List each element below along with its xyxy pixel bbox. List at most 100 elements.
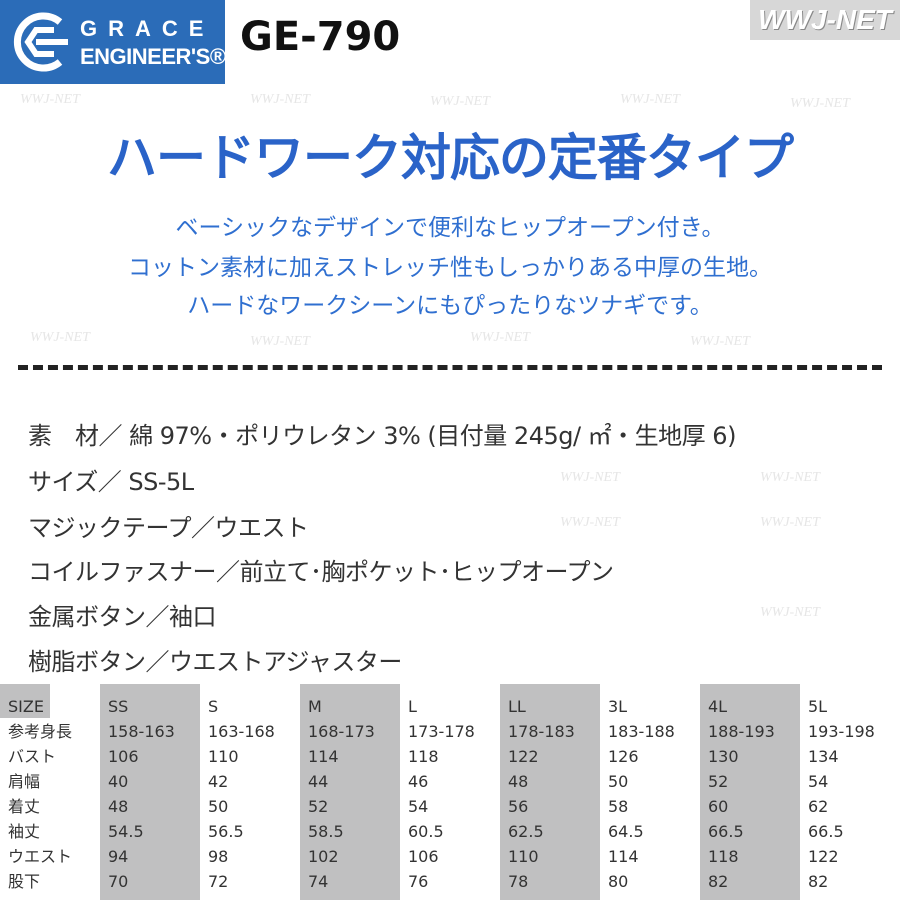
table-cell: 54 [408,797,429,816]
table-cell: 40 [108,772,129,791]
table-cell: 66.5 [808,822,844,841]
column-header: SS [108,697,129,716]
column-header: SIZE [8,697,44,716]
table-cell: 122 [808,847,839,866]
table-cell: 78 [508,872,529,891]
watermark-text: WWJ-NET [250,334,310,349]
shop-badge: WWJ-NET [750,0,900,40]
row-label: 肩幅 [8,772,41,791]
spec-item: コイルファスナー／前立て･胸ポケット･ヒップオープン [28,558,614,586]
table-cell: 102 [308,847,339,866]
row-label: 着丈 [8,797,41,816]
watermark-text: WWJ-NET [620,92,680,107]
table-cell: 54.5 [108,822,144,841]
table-cell: 76 [408,872,429,891]
watermark-text: WWJ-NET [20,92,80,107]
spec-item: 樹脂ボタン／ウエストアジャスター [28,648,402,676]
table-cell: 64.5 [608,822,644,841]
row-label: 参考身長 [8,722,73,741]
row-label: 袖丈 [8,822,41,841]
watermark-text: WWJ-NET [760,470,820,485]
table-cell: 114 [608,847,639,866]
table-cell: 42 [208,772,229,791]
table-cell: 56 [508,797,529,816]
row-label: バスト [8,747,57,766]
table-cell: 134 [808,747,839,766]
column-shade [700,684,800,900]
table-cell: 183-188 [608,722,675,741]
grace-logo-mark-icon [13,12,68,72]
table-cell: 50 [608,772,629,791]
table-cell: 98 [208,847,229,866]
table-cell: 62 [808,797,829,816]
table-cell: 110 [508,847,539,866]
table-cell: 126 [608,747,639,766]
table-cell: 56.5 [208,822,244,841]
table-cell: 110 [208,747,239,766]
table-cell: 130 [708,747,739,766]
logo-line-2: ENGINEER'S® [80,44,226,69]
row-label: ウエスト [8,847,73,866]
table-cell: 74 [308,872,329,891]
description-line: ベーシックなデザインで便利なヒップオープン付き。 [175,215,725,241]
table-cell: 72 [208,872,229,891]
spec-item: マジックテープ／ウエスト [28,514,309,542]
table-cell: 50 [208,797,229,816]
table-cell: 58.5 [308,822,344,841]
column-shade [500,684,600,900]
table-cell: 66.5 [708,822,744,841]
column-header: L [408,697,417,716]
table-cell: 114 [308,747,339,766]
watermark-text: WWJ-NET [30,330,90,345]
table-cell: 48 [508,772,529,791]
table-cell: 70 [108,872,129,891]
table-cell: 106 [408,847,439,866]
description-line: ハードなワークシーンにもぴったりなツナギです。 [187,293,713,319]
table-cell: 173-178 [408,722,475,741]
spec-item: 素 材／ 綿 97%・ポリウレタン 3% (目付量 245g/ ㎡・生地厚 6) [28,422,736,450]
table-cell: 168-173 [308,722,375,741]
dashed-divider [18,365,882,370]
table-cell: 44 [308,772,329,791]
column-header: S [208,697,219,716]
spec-item: 金属ボタン／袖口 [28,603,217,631]
watermark-text: WWJ-NET [430,94,490,109]
table-cell: 52 [308,797,329,816]
table-cell: 94 [108,847,129,866]
table-cell: 48 [108,797,129,816]
table-cell: 82 [808,872,829,891]
column-header: 5L [808,697,828,716]
table-cell: 118 [708,847,739,866]
column-shade [300,684,400,900]
watermark-text: WWJ-NET [560,515,620,530]
table-cell: 188-193 [708,722,775,741]
table-cell: 80 [608,872,629,891]
table-cell: 122 [508,747,539,766]
table-cell: 54 [808,772,829,791]
column-shade [100,684,200,900]
table-cell: 82 [708,872,729,891]
watermark-text: WWJ-NET [760,605,820,620]
headline: ハードワーク対応の定番タイプ [107,129,794,187]
column-header: M [308,697,322,716]
table-cell: 46 [408,772,429,791]
size-header-shade [0,684,50,718]
column-header: 3L [608,697,628,716]
spec-item: サイズ／ SS-5L [28,468,194,496]
table-cell: 58 [608,797,629,816]
table-cell: 178-183 [508,722,575,741]
column-header: LL [508,697,526,716]
watermark-text: WWJ-NET [470,330,530,345]
watermark-text: WWJ-NET [250,92,310,107]
table-cell: 158-163 [108,722,175,741]
watermark-text: WWJ-NET [690,334,750,349]
table-cell: 60.5 [408,822,444,841]
table-cell: 118 [408,747,439,766]
table-cell: 163-168 [208,722,275,741]
column-header: 4L [708,697,728,716]
table-cell: 60 [708,797,729,816]
table-cell: 193-198 [808,722,875,741]
row-label: 股下 [8,872,41,891]
logo-line-1: GRACE [80,16,215,41]
table-cell: 62.5 [508,822,544,841]
